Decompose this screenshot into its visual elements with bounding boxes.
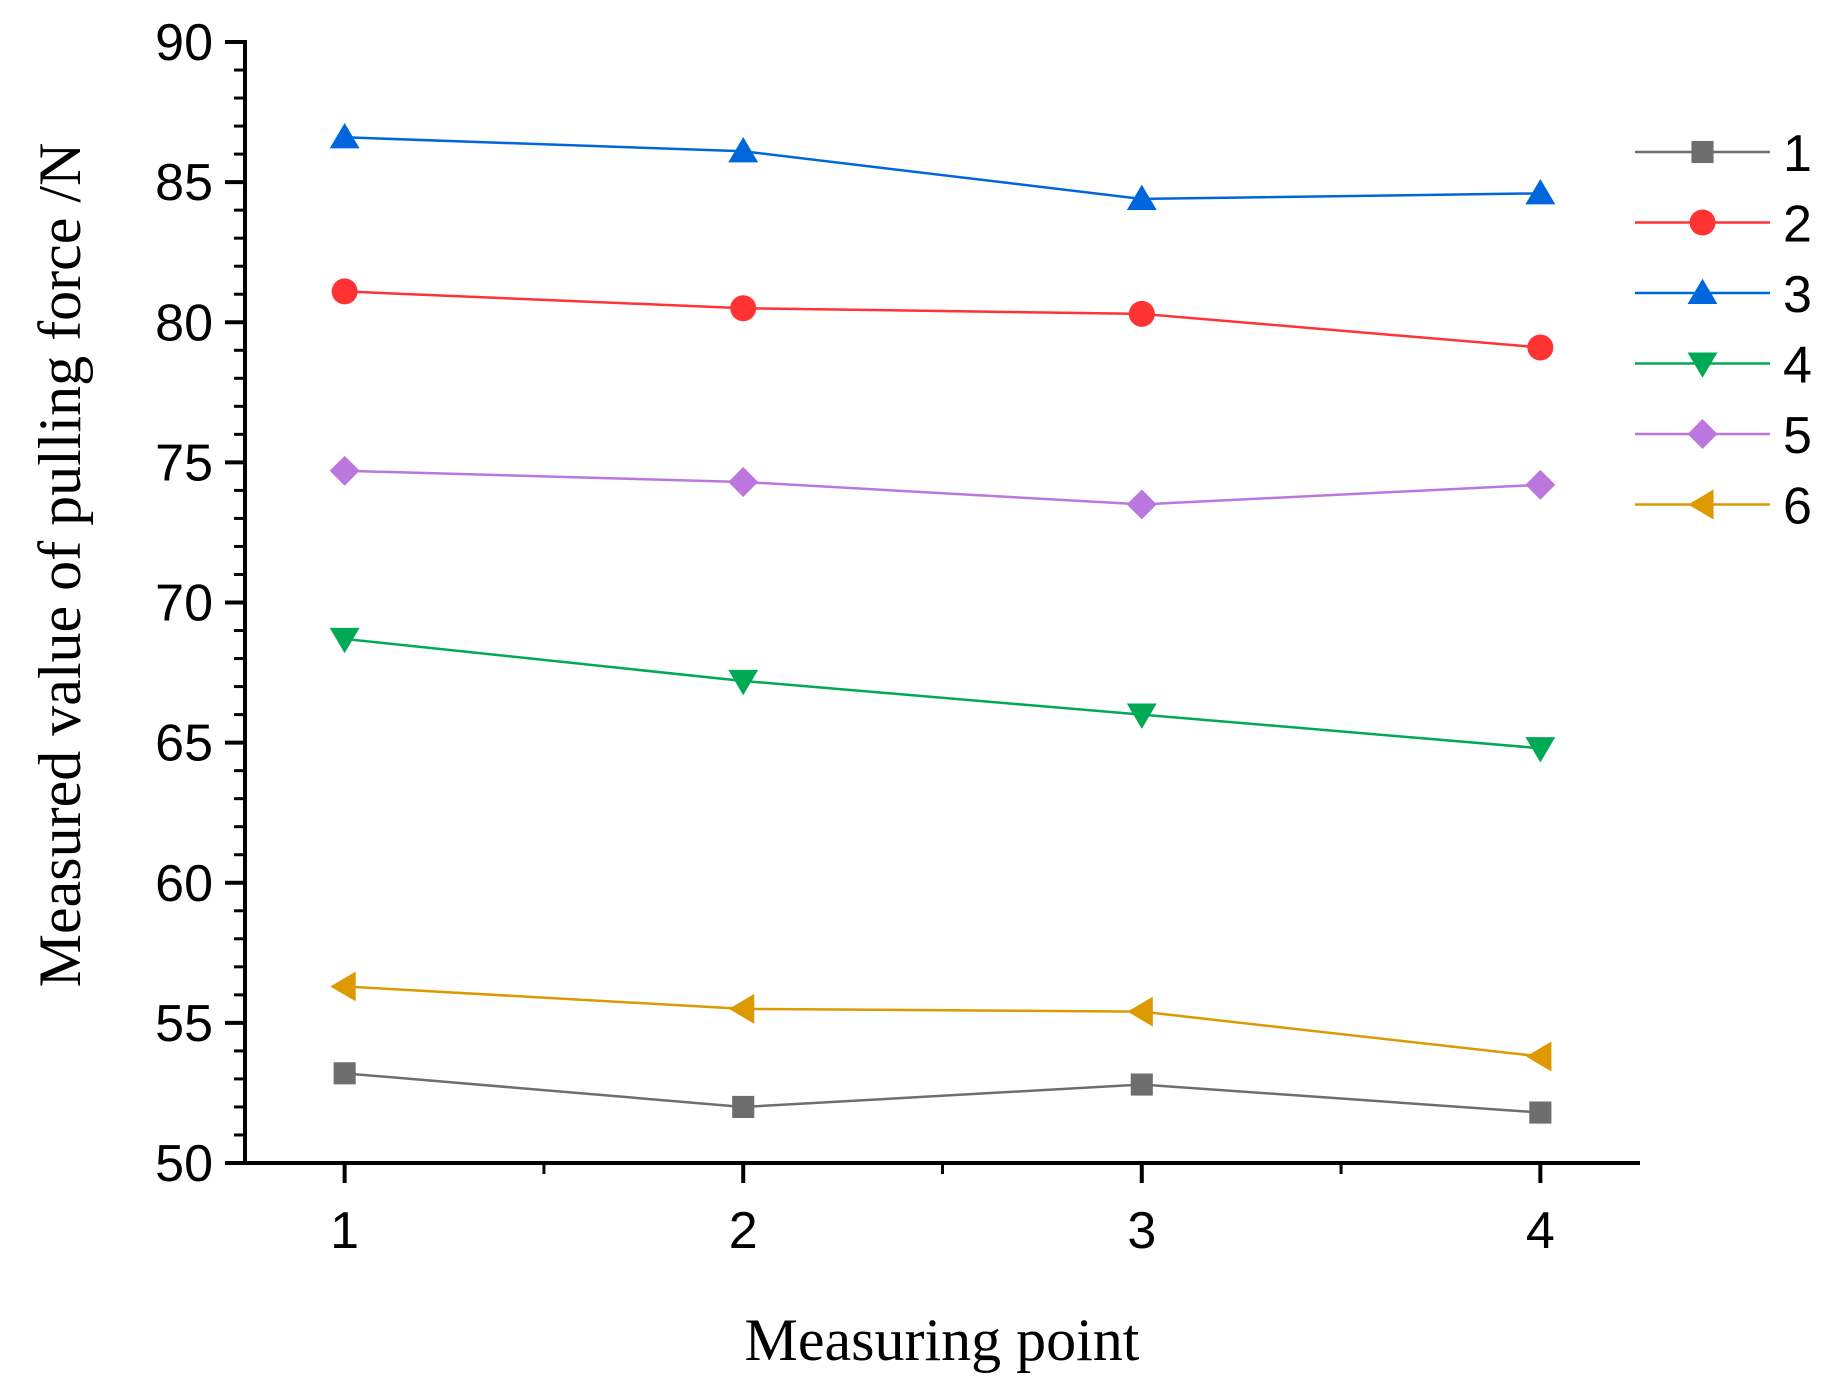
y-axis-title: Measured value of pulling force /N xyxy=(27,143,93,988)
series-line xyxy=(344,136,1541,201)
y-tick-label: 85 xyxy=(155,154,213,212)
legend-label: 6 xyxy=(1783,478,1812,536)
legend-marker xyxy=(1687,278,1718,305)
data-point xyxy=(1126,703,1157,729)
data-point xyxy=(329,122,360,149)
data-point xyxy=(1128,300,1155,327)
data-point xyxy=(1525,737,1556,763)
x-tick-label: 4 xyxy=(1526,1202,1555,1260)
y-tick-label: 70 xyxy=(155,575,213,633)
series-line xyxy=(344,469,1541,506)
data-point xyxy=(1126,489,1157,520)
series-line xyxy=(344,290,1541,349)
series-4 xyxy=(329,627,1556,763)
x-tick-label: 1 xyxy=(330,1202,359,1260)
legend-marker xyxy=(1688,489,1714,520)
series-6 xyxy=(330,971,1552,1072)
legend-marker xyxy=(1687,352,1718,378)
y-tick-label: 90 xyxy=(155,14,213,72)
x-tick-label: 2 xyxy=(729,1202,758,1260)
legend-marker xyxy=(1689,209,1716,236)
series-1 xyxy=(333,1062,1552,1124)
data-point xyxy=(730,295,757,322)
data-point xyxy=(1525,469,1556,500)
legend-item-4: 4 xyxy=(1635,337,1812,395)
legend-label: 4 xyxy=(1783,337,1812,395)
data-point xyxy=(1529,1101,1552,1124)
data-point xyxy=(1526,1041,1552,1072)
series-line xyxy=(344,985,1541,1058)
legend-item-2: 2 xyxy=(1635,196,1812,254)
data-point xyxy=(329,455,360,486)
data-point xyxy=(333,1062,356,1085)
data-point xyxy=(1527,334,1554,361)
data-point xyxy=(1127,996,1153,1027)
y-tick-label: 65 xyxy=(155,715,213,773)
series-2 xyxy=(331,278,1554,361)
y-tick-label: 55 xyxy=(155,995,213,1053)
data-point xyxy=(329,627,360,654)
legend-marker xyxy=(1691,140,1714,164)
data-point xyxy=(728,669,759,696)
series-layer xyxy=(329,122,1556,1124)
legend-label: 3 xyxy=(1783,266,1812,324)
data-point xyxy=(1525,179,1556,205)
legend-item-6: 6 xyxy=(1635,478,1812,536)
x-tick-label: 3 xyxy=(1127,1202,1156,1260)
legend-label: 1 xyxy=(1783,125,1812,183)
legend-item-3: 3 xyxy=(1635,266,1812,324)
data-point xyxy=(728,467,759,497)
data-point xyxy=(330,971,356,1002)
data-point xyxy=(728,993,755,1024)
series-3 xyxy=(329,122,1556,210)
series-line xyxy=(344,637,1541,750)
y-tick-label: 60 xyxy=(155,855,213,913)
legend-label: 5 xyxy=(1783,407,1812,465)
y-tick-label: 50 xyxy=(155,1135,213,1193)
y-tick-label: 75 xyxy=(155,434,213,492)
legend-item-5: 5 xyxy=(1635,407,1812,465)
legend-marker xyxy=(1687,419,1718,449)
legend-label: 2 xyxy=(1783,196,1812,254)
y-tick-label: 80 xyxy=(155,294,213,352)
data-point xyxy=(1126,184,1157,210)
axes: 50 55 60 65 70 75 80 85 90 1 2 3 4 xyxy=(155,14,1640,1260)
legend: 1 2 3 4 5 6 xyxy=(1635,125,1812,536)
data-point xyxy=(732,1095,755,1118)
x-axis-title: Measuring point xyxy=(745,1307,1140,1373)
series-line xyxy=(344,1072,1541,1114)
data-point xyxy=(728,136,759,163)
series-5 xyxy=(329,455,1556,520)
data-point xyxy=(331,278,358,305)
legend-item-1: 1 xyxy=(1635,125,1812,183)
data-point xyxy=(1130,1073,1153,1096)
